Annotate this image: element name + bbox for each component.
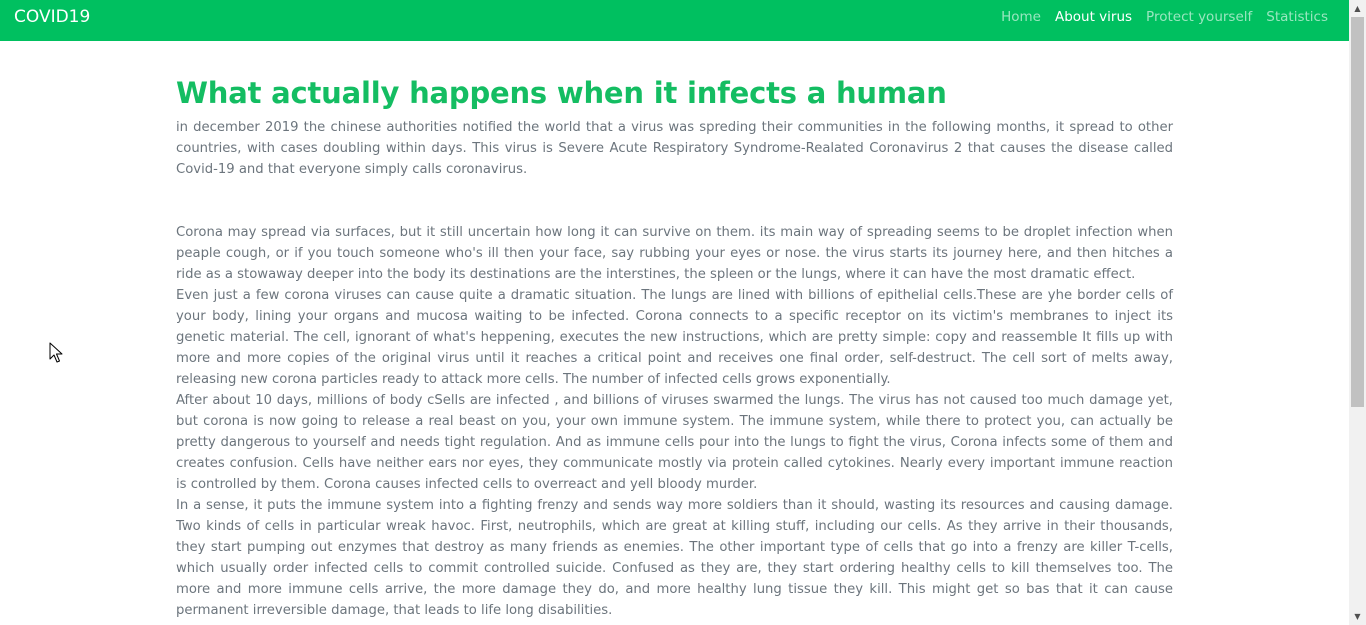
main-content: What actually happens when it infects a … <box>176 72 1173 621</box>
body-paragraph-immune-response: After about 10 days, millions of body cS… <box>176 393 1173 492</box>
navbar: COVID19 Home About virus Protect yoursel… <box>0 0 1349 41</box>
intro-paragraph: in december 2019 the chinese authorities… <box>176 120 1173 177</box>
scrollbar-thumb[interactable] <box>1351 17 1364 407</box>
body-paragraph-damage: In a sense, it puts the immune system in… <box>176 498 1173 618</box>
nav-link-home[interactable]: Home <box>1001 9 1041 25</box>
arrow-down-icon[interactable]: ▼ <box>1354 612 1361 621</box>
nav-link-statistics[interactable]: Statistics <box>1266 9 1328 25</box>
arrow-up-icon[interactable]: ▲ <box>1354 4 1361 13</box>
body-paragraph-infection: Even just a few corona viruses can cause… <box>176 288 1173 387</box>
vertical-scrollbar[interactable]: ▲ ▼ <box>1349 0 1366 625</box>
nav-link-protect-yourself[interactable]: Protect yourself <box>1146 9 1253 25</box>
brand-logo-text[interactable]: COVID19 <box>14 7 91 27</box>
nav-link-about-virus[interactable]: About virus <box>1054 9 1133 25</box>
section-spacer <box>176 180 1173 222</box>
mouse-pointer-icon <box>49 342 63 368</box>
nav-links: Home About virus Protect yourself Statis… <box>1001 9 1328 26</box>
page-title: What actually happens when it infects a … <box>176 76 947 110</box>
body-paragraph-spread: Corona may spread via surfaces, but it s… <box>176 225 1173 282</box>
